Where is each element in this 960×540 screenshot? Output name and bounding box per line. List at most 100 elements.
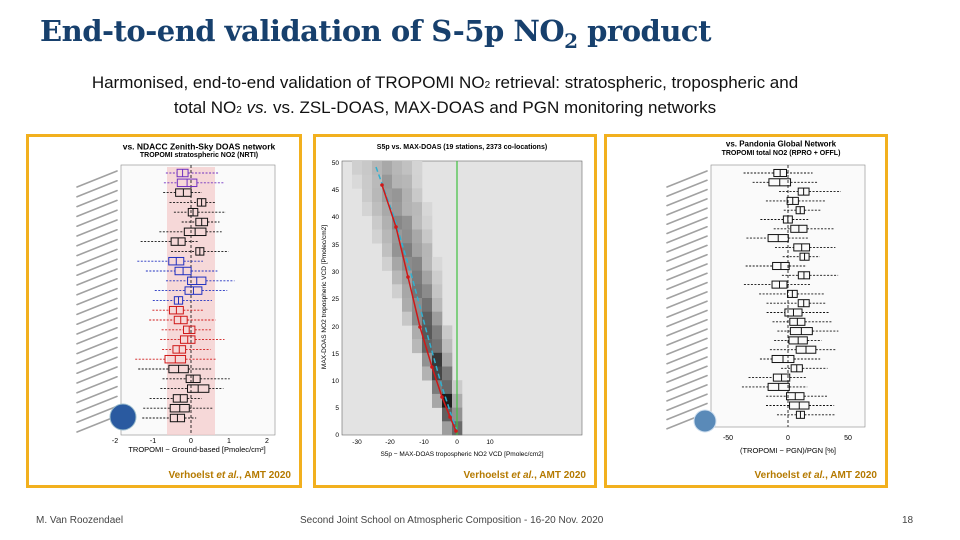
footer-event: Second Joint School on Atmospheric Compo… — [300, 515, 604, 526]
panel-zsl-doas: vs. NDACC Zenith-Sky DOAS network TROPOM… — [26, 134, 302, 488]
x-axis-label: S5p − MAX-DOAS tropospheric NO2 VCD [Pmo… — [380, 451, 543, 458]
y-axis-label: MAX-DOAS NO2 tropospheric VCD [Pmolec/cm… — [321, 225, 328, 369]
station-label-placeholder — [666, 337, 708, 356]
heatmap-cell — [442, 407, 453, 422]
title-subscript: 2 — [564, 28, 578, 53]
y-tick: 15 — [332, 351, 340, 358]
heatmap-cell — [432, 284, 443, 299]
heatmap-cell — [412, 161, 423, 175]
station-label-placeholder — [666, 235, 708, 253]
heatmap-cell — [412, 325, 423, 340]
heatmap-cell — [392, 215, 403, 230]
heatmap-cell — [442, 352, 453, 367]
station-label-placeholder — [76, 219, 118, 237]
station-label-placeholder — [76, 199, 118, 218]
heatmap-cell — [412, 339, 423, 354]
panel-subheading: TROPOMI stratospheric NO2 (NRTI) — [140, 152, 258, 159]
heatmap-cell — [372, 174, 383, 189]
median-line — [375, 166, 458, 432]
heatmap-cell — [362, 161, 373, 175]
station-label-placeholder — [666, 244, 708, 263]
station-label-placeholder — [76, 170, 118, 188]
max-doas-density-plot: S5p vs. MAX-DOAS (19 stations, 2373 co-l… — [321, 144, 583, 458]
pgn-logo — [693, 409, 717, 433]
heatmap-cell — [442, 339, 453, 354]
heatmap-cell — [372, 188, 383, 203]
heatmap-cell — [402, 202, 413, 217]
heatmap-cell — [422, 366, 433, 381]
station-label-placeholder — [666, 300, 708, 318]
heatmap-cell — [402, 298, 413, 312]
station-label-placeholder — [666, 207, 708, 225]
station-label-placeholder — [76, 385, 118, 404]
y-tick: 0 — [335, 432, 339, 439]
x-tick: -10 — [419, 439, 429, 446]
heatmap-cell — [442, 325, 453, 340]
heatmap-cell — [412, 215, 423, 230]
station-label-column — [76, 170, 118, 433]
heatmap-cell — [382, 202, 393, 217]
title-tail: product — [577, 14, 711, 48]
station-label-placeholder — [666, 263, 708, 281]
station-label-placeholder — [76, 238, 118, 257]
heatmap-cell — [422, 311, 433, 326]
heatmap-cell — [382, 174, 393, 189]
station-label-placeholder — [76, 189, 118, 208]
heatmap-cell — [402, 215, 413, 230]
heatmap-cell — [422, 229, 433, 244]
x-tick: -2 — [112, 438, 118, 445]
station-label-placeholder — [666, 309, 708, 328]
heatmap-cell — [422, 325, 433, 340]
heatmap-cell — [432, 366, 443, 381]
station-label-placeholder — [76, 405, 118, 424]
heatmap-cell — [382, 256, 393, 271]
heatmap-cell — [432, 270, 443, 285]
heatmap-cell — [412, 311, 423, 326]
heatmap-cell — [422, 284, 433, 299]
heatmap-cell — [392, 256, 403, 271]
y-tick: 10 — [332, 378, 340, 385]
heatmap-cell — [392, 229, 403, 244]
heatmap-cell — [412, 188, 423, 203]
y-tick-labels: 50 45 40 35 30 25 20 15 10 5 0 — [332, 160, 340, 439]
heatmap-cell — [412, 174, 423, 189]
heatmap-cell — [392, 202, 403, 217]
y-tick: 5 — [335, 405, 339, 412]
heatmap-cell — [402, 256, 413, 271]
x-tick-labels: -50 0 50 — [723, 435, 852, 442]
heatmap-cell — [412, 229, 423, 244]
x-tick: 1 — [227, 438, 231, 445]
station-label-placeholder — [666, 216, 708, 235]
station-label-placeholder — [666, 346, 708, 365]
heatmap-cell — [412, 256, 423, 271]
x-tick: 50 — [844, 435, 852, 442]
station-label-placeholder — [666, 281, 708, 300]
x-tick: 2 — [265, 438, 269, 445]
heatmap-cell — [392, 270, 403, 285]
station-label-placeholder — [666, 179, 708, 198]
panel-heading: vs. NDACC Zenith-Sky DOAS network — [123, 141, 276, 151]
box-series — [741, 168, 841, 419]
heatmap-cell — [422, 352, 433, 367]
zsl-doas-box-plot: vs. NDACC Zenith-Sky DOAS network TROPOM… — [76, 141, 276, 454]
station-label-placeholder — [666, 365, 708, 384]
mean-point — [440, 395, 444, 399]
panel-pandonia: vs. Pandonia Global Network TROPOMI tota… — [604, 134, 888, 488]
heatmap-cell — [432, 256, 443, 271]
station-label-placeholder — [666, 393, 708, 412]
x-tick: 0 — [786, 435, 790, 442]
y-tick: 50 — [332, 160, 340, 167]
heatmap-cell — [402, 229, 413, 244]
heatmap-cell — [392, 188, 403, 203]
heatmap-cell — [432, 325, 443, 340]
station-label-placeholder — [76, 327, 118, 345]
heatmap-cell — [402, 243, 413, 258]
heatmap-cell — [382, 215, 393, 230]
station-label-placeholder — [76, 287, 118, 306]
panel-credit: Verhoelst et al., AMT 2020 — [754, 470, 877, 481]
slide-subtitle: Harmonised, end-to-end validation of TRO… — [30, 72, 860, 122]
station-label-placeholder — [666, 253, 708, 272]
station-label-placeholder — [76, 248, 118, 267]
station-label-placeholder — [76, 278, 118, 296]
x-tick: 10 — [486, 439, 494, 446]
